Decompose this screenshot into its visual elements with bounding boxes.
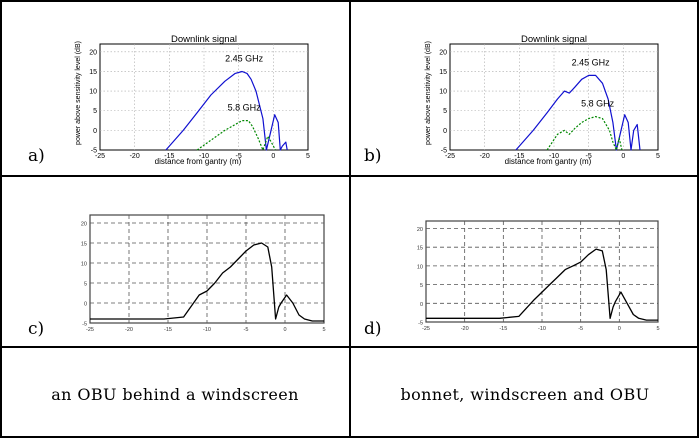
x-tick-label: -15 (514, 153, 524, 160)
panel-a: -25 -20 -15 -10 -5 0 5 20 15 10 5 0 -5 Downlink signa… (2, 2, 348, 175)
x-tick-label: 5 (656, 153, 660, 160)
y-tick-label: 5 (420, 283, 423, 289)
y-tick-label: 0 (420, 302, 423, 308)
x-tick-label: -20 (130, 153, 140, 160)
y-tick-label: 0 (93, 128, 97, 135)
series-line-5-8-ghz (196, 120, 276, 151)
panel-d: -25 -20 -15 -10 -5 0 5 20 15 10 5 0 -5 d) (352, 178, 698, 346)
x-tick-label: 5 (322, 327, 325, 333)
y-tick-label: 20 (89, 49, 97, 56)
x-tick-label: -25 (422, 326, 430, 332)
x-tick-label: -15 (164, 327, 172, 333)
y-tick-label: 10 (439, 89, 447, 96)
y-tick-label: 20 (439, 49, 447, 56)
x-tick-label: -5 (578, 326, 583, 332)
x-tick-label: 0 (271, 153, 275, 160)
series-line-5-8-ghz (546, 116, 623, 151)
panel-a-label: a) (28, 146, 45, 166)
caption-cell-right: bonnet, windscreen and OBU (352, 349, 698, 437)
x-axis-label: distance from gantry (m) (505, 157, 592, 166)
panel-b: -25 -20 -15 -10 -5 0 5 20 15 10 5 0 -5 Downlink signa… (352, 2, 698, 175)
x-tick-label: 5 (306, 153, 310, 160)
series-label: 2.45 GHz (572, 57, 611, 67)
x-tick-label: 5 (656, 326, 659, 332)
panel-d-label: d) (364, 319, 382, 339)
x-tick-label: 0 (618, 326, 621, 332)
x-tick-label: -5 (586, 153, 592, 160)
x-tick-label: -10 (203, 327, 211, 333)
x-tick-label: -10 (199, 153, 209, 160)
y-tick-label: 20 (417, 227, 423, 233)
x-tick-label: -10 (549, 153, 559, 160)
y-tick-label: 15 (417, 246, 423, 252)
series-label: 5.8 GHz (228, 103, 262, 113)
y-tick-label: -5 (82, 322, 87, 328)
chart-title: Downlink signal (171, 34, 237, 45)
chart-downlink-with-bonnet: -25 -20 -15 -10 -5 0 5 20 15 10 5 0 -5 Downlink signa… (425, 34, 660, 166)
x-tick-label: -15 (164, 153, 174, 160)
y-tick-label: 5 (93, 108, 97, 115)
x-tick-label: -20 (125, 327, 133, 333)
panel-c-label: c) (28, 319, 45, 339)
y-tick-label: 5 (443, 108, 447, 115)
x-tick-label: -20 (480, 153, 490, 160)
y-tick-label: 0 (84, 302, 87, 308)
x-tick-label: -25 (95, 153, 105, 160)
y-tick-label: 5 (84, 282, 87, 288)
x-tick-label: 0 (283, 327, 286, 333)
series-line-2-45-ghz (165, 70, 288, 151)
chart-measured-windscreen: -25 -20 -15 -10 -5 0 5 20 15 10 5 0 -5 (81, 214, 326, 333)
caption-left: an OBU behind a windscreen (51, 385, 299, 404)
chart-downlink-obu-free: -25 -20 -15 -10 -5 0 5 20 15 10 5 0 -5 Downlink signa… (75, 34, 310, 166)
x-tick-label: -10 (538, 326, 546, 332)
x-tick-label: 0 (621, 153, 625, 160)
y-tick-label: 15 (439, 69, 447, 76)
series-line-measured (426, 248, 658, 321)
series-line-2-45-ghz (515, 74, 641, 151)
y-tick-label: 10 (81, 262, 87, 268)
x-tick-label: -5 (236, 153, 242, 160)
x-tick-label: -25 (86, 327, 94, 333)
y-tick-label: 0 (443, 128, 447, 135)
y-tick-label: 10 (89, 89, 97, 96)
x-tick-label: -15 (499, 326, 507, 332)
y-tick-label: -5 (418, 321, 423, 327)
y-tick-label: 10 (417, 264, 423, 270)
y-tick-label: 15 (89, 69, 97, 76)
y-tick-label: -5 (441, 148, 447, 155)
x-axis-label: distance from gantry (m) (155, 157, 242, 166)
y-tick-label: -5 (91, 148, 97, 155)
series-line-measured (90, 242, 324, 322)
panel-c: -25 -20 -15 -10 -5 0 5 20 15 10 5 0 -5 c) (2, 178, 348, 346)
y-tick-label: 15 (81, 242, 87, 248)
caption-right: bonnet, windscreen and OBU (400, 385, 650, 404)
caption-cell-left: an OBU behind a windscreen (2, 349, 348, 437)
panel-b-label: b) (364, 146, 382, 166)
series-label: 2.45 GHz (225, 53, 264, 63)
y-tick-label: 20 (81, 222, 87, 228)
chart-title: Downlink signal (521, 34, 587, 45)
chart-measured-bonnet: -25 -20 -15 -10 -5 0 5 20 15 10 5 0 -5 (417, 220, 660, 332)
y-axis-label: power above sensitivity level (dB) (425, 41, 432, 145)
x-tick-label: -20 (461, 326, 469, 332)
x-tick-label: -25 (445, 153, 455, 160)
y-axis-label: power above sensitivity level (dB) (75, 41, 82, 145)
x-tick-label: -5 (244, 327, 249, 333)
series-label: 5.8 GHz (581, 99, 615, 109)
